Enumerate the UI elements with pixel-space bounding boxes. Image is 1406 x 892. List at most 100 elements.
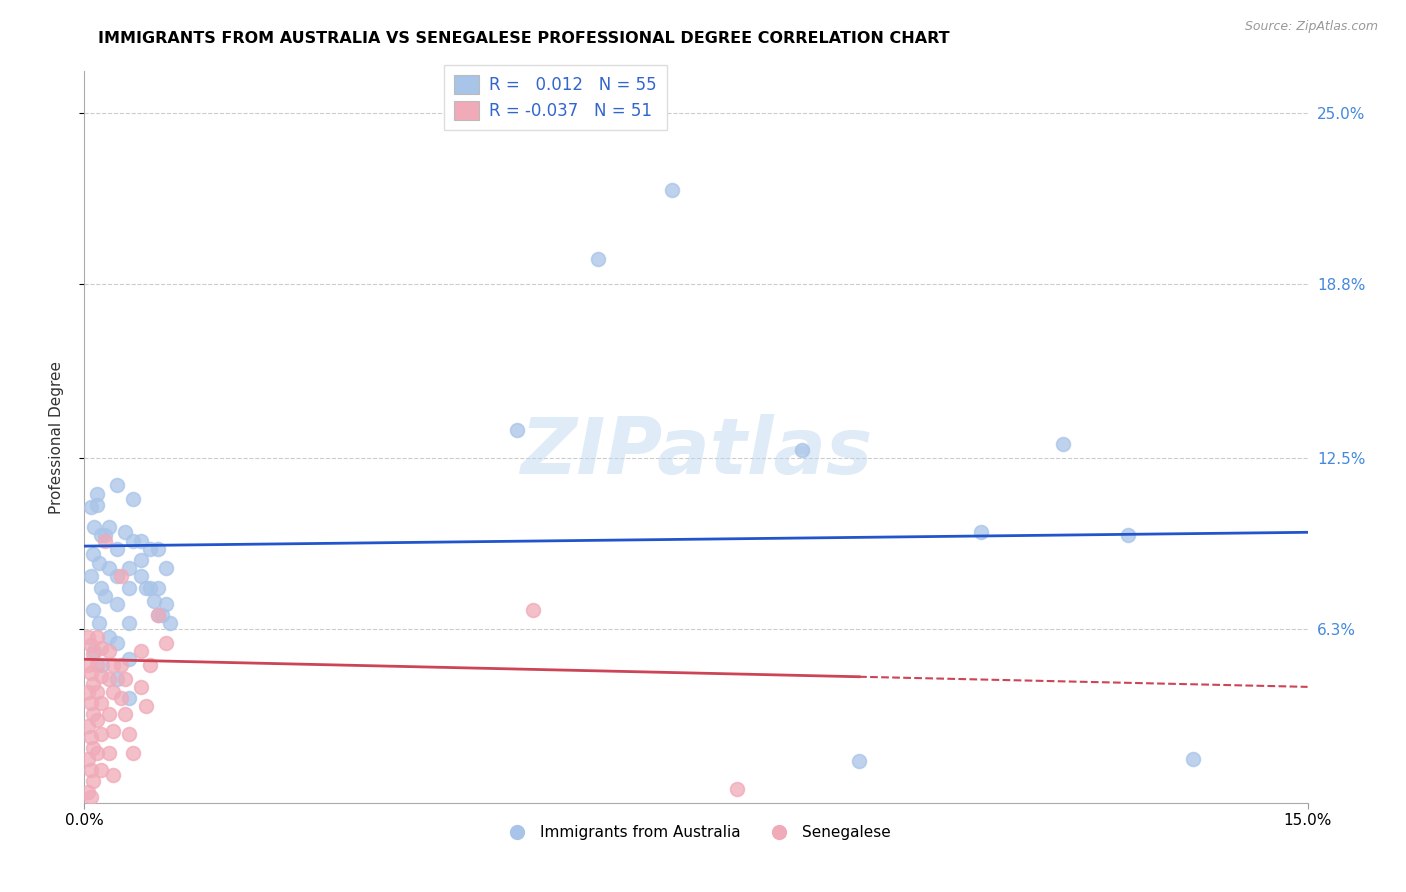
- Point: [146, 608, 169, 623]
- Point: [97, 746, 120, 760]
- Point: [146, 608, 169, 623]
- Point: [82, 740, 104, 755]
- Point: [101, 685, 124, 699]
- Point: [135, 699, 157, 714]
- Point: [138, 657, 160, 672]
- Point: [97, 644, 120, 658]
- Point: [118, 581, 141, 595]
- Point: [110, 657, 132, 672]
- Point: [101, 657, 124, 672]
- Point: [505, 423, 527, 437]
- Text: ZIPatlas: ZIPatlas: [520, 414, 872, 490]
- Point: [93, 528, 115, 542]
- Point: [105, 672, 128, 686]
- Point: [80, 697, 103, 711]
- Point: [82, 647, 104, 661]
- Point: [118, 727, 141, 741]
- Point: [86, 486, 108, 500]
- Text: Source: ZipAtlas.com: Source: ZipAtlas.com: [1244, 20, 1378, 33]
- Point: [105, 597, 128, 611]
- Point: [105, 636, 128, 650]
- Point: [97, 630, 120, 644]
- Point: [138, 541, 160, 556]
- Point: [97, 707, 120, 722]
- Point: [118, 690, 141, 705]
- Point: [80, 763, 103, 777]
- Point: [76, 751, 98, 765]
- Point: [146, 581, 169, 595]
- Point: [101, 724, 124, 739]
- Point: [90, 641, 112, 656]
- Point: [122, 533, 145, 548]
- Point: [90, 727, 112, 741]
- Point: [155, 561, 177, 575]
- Point: [82, 707, 104, 722]
- Point: [522, 602, 544, 616]
- Point: [90, 528, 112, 542]
- Point: [159, 616, 181, 631]
- Point: [142, 594, 165, 608]
- Point: [114, 525, 136, 540]
- Point: [82, 602, 104, 616]
- Point: [155, 636, 177, 650]
- Text: IMMIGRANTS FROM AUSTRALIA VS SENEGALESE PROFESSIONAL DEGREE CORRELATION CHART: IMMIGRANTS FROM AUSTRALIA VS SENEGALESE …: [98, 31, 950, 46]
- Point: [86, 657, 108, 672]
- Point: [76, 685, 98, 699]
- Point: [131, 533, 153, 548]
- Point: [76, 657, 98, 672]
- Point: [150, 608, 173, 623]
- Point: [83, 644, 105, 658]
- Point: [155, 597, 177, 611]
- Point: [86, 746, 108, 760]
- Point: [725, 782, 748, 797]
- Point: [131, 644, 153, 658]
- Point: [82, 548, 104, 562]
- Point: [122, 746, 145, 760]
- Point: [1052, 437, 1074, 451]
- Point: [1182, 751, 1205, 765]
- Point: [122, 492, 145, 507]
- Point: [90, 581, 112, 595]
- Point: [661, 183, 683, 197]
- Point: [138, 581, 160, 595]
- Point: [131, 680, 153, 694]
- Point: [86, 713, 108, 727]
- Point: [114, 707, 136, 722]
- Point: [90, 697, 112, 711]
- Point: [105, 478, 128, 492]
- Point: [93, 533, 115, 548]
- Point: [118, 561, 141, 575]
- Point: [118, 652, 141, 666]
- Point: [101, 768, 124, 782]
- Point: [76, 630, 98, 644]
- Point: [105, 541, 128, 556]
- Point: [86, 498, 108, 512]
- Point: [110, 690, 132, 705]
- Point: [93, 589, 115, 603]
- Point: [80, 500, 103, 515]
- Point: [83, 520, 105, 534]
- Point: [586, 252, 609, 266]
- Point: [90, 763, 112, 777]
- Point: [90, 669, 112, 683]
- Point: [114, 672, 136, 686]
- Point: [86, 630, 108, 644]
- Point: [80, 730, 103, 744]
- Point: [91, 657, 114, 672]
- Point: [80, 639, 103, 653]
- Point: [82, 773, 104, 788]
- Point: [1116, 528, 1139, 542]
- Point: [131, 569, 153, 583]
- Point: [86, 685, 108, 699]
- Point: [135, 581, 157, 595]
- Point: [146, 541, 169, 556]
- Point: [76, 785, 98, 799]
- Point: [110, 569, 132, 583]
- Point: [97, 520, 120, 534]
- Point: [848, 755, 870, 769]
- Point: [970, 525, 993, 540]
- Point: [105, 569, 128, 583]
- Point: [97, 672, 120, 686]
- Point: [97, 561, 120, 575]
- Point: [87, 556, 110, 570]
